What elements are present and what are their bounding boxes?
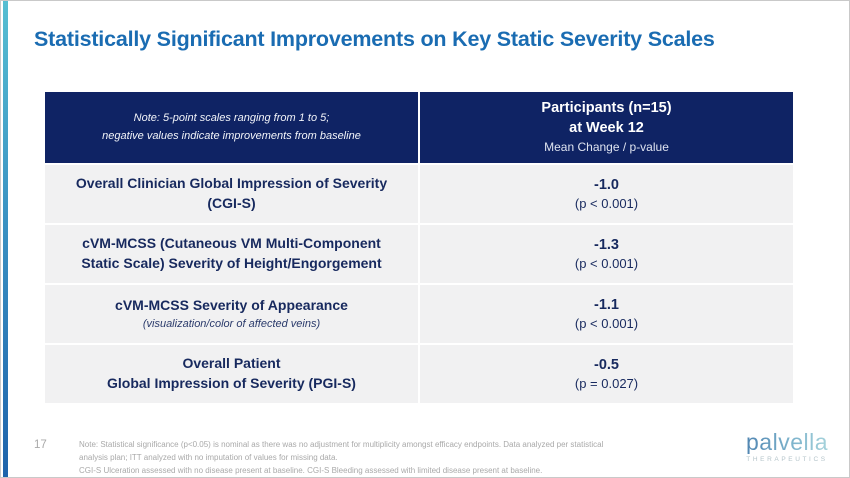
- row-label-line2: (CGI-S): [207, 195, 256, 211]
- table-row-value-cvm-mcss-appearance: -1.1 (p < 0.001): [420, 285, 793, 343]
- severity-scales-table: Note: 5-point scales ranging from 1 to 5…: [45, 92, 793, 403]
- row-label-line2: Global Impression of Severity (PGI-S): [107, 375, 356, 391]
- page-number: 17: [34, 439, 47, 451]
- header-participants-line1: Participants (n=15): [541, 99, 672, 116]
- row-label-line1: Overall Clinician Global Impression of S…: [75, 175, 388, 192]
- page-title: Statistically Significant Improvements o…: [34, 27, 715, 51]
- table-row-label-pgis: Overall Patient Global Impression of Sev…: [45, 345, 418, 403]
- footnotes: Note: Statistical significance (p<0.05) …: [79, 439, 689, 477]
- row-label-line2: Static Scale) Severity of Height/Engorge…: [81, 255, 382, 271]
- row-value: -0.5: [594, 356, 619, 373]
- row-p-value: (p < 0.001): [574, 316, 639, 332]
- row-label-line1: cVM-MCSS (Cutaneous VM Multi-Component: [82, 235, 381, 252]
- row-p-value: (p = 0.027): [574, 376, 639, 392]
- row-value: -1.1: [594, 296, 619, 313]
- table-header-note-cell: Note: 5-point scales ranging from 1 to 5…: [45, 92, 418, 163]
- table-row-value-cvm-mcss-height: -1.3 (p < 0.001): [420, 225, 793, 283]
- table-row-value-cgis: -1.0 (p < 0.001): [420, 165, 793, 223]
- row-label-line1: cVM-MCSS Severity of Appearance: [115, 296, 348, 313]
- table-row-label-cgis: Overall Clinician Global Impression of S…: [45, 165, 418, 223]
- row-label-line2: (visualization/color of affected veins): [142, 317, 321, 330]
- header-participants-line2: at Week 12: [569, 119, 644, 136]
- row-label-line1: Overall Patient: [182, 355, 281, 372]
- logo-wordmark: palvella: [739, 431, 835, 454]
- row-p-value: (p < 0.001): [574, 256, 639, 272]
- header-participants-line3: Mean Change / p-value: [544, 140, 669, 155]
- palvella-logo: palvella THERAPEUTICS: [739, 431, 835, 464]
- row-value: -1.3: [594, 236, 619, 253]
- logo-tagline: THERAPEUTICS: [746, 456, 828, 463]
- row-value: -1.0: [594, 176, 619, 193]
- table-row-label-cvm-mcss-appearance: cVM-MCSS Severity of Appearance (visuali…: [45, 285, 418, 343]
- table-row-label-cvm-mcss-height: cVM-MCSS (Cutaneous VM Multi-Component S…: [45, 225, 418, 283]
- table-row-value-pgis: -0.5 (p = 0.027): [420, 345, 793, 403]
- left-accent-bar: [3, 1, 8, 477]
- footnote-line2: analysis plan; ITT analyzed with no impu…: [79, 452, 338, 462]
- header-note-line2: negative values indicate improvements fr…: [102, 129, 361, 142]
- row-p-value: (p < 0.001): [574, 196, 639, 212]
- footnote-line1: Note: Statistical significance (p<0.05) …: [79, 440, 604, 449]
- footnote-line3: CGI-S Ulceration assessed with no diseas…: [79, 465, 543, 475]
- table-header-participants-cell: Participants (n=15) at Week 12 Mean Chan…: [420, 92, 793, 163]
- header-note-line1: Note: 5-point scales ranging from 1 to 5…: [133, 112, 330, 125]
